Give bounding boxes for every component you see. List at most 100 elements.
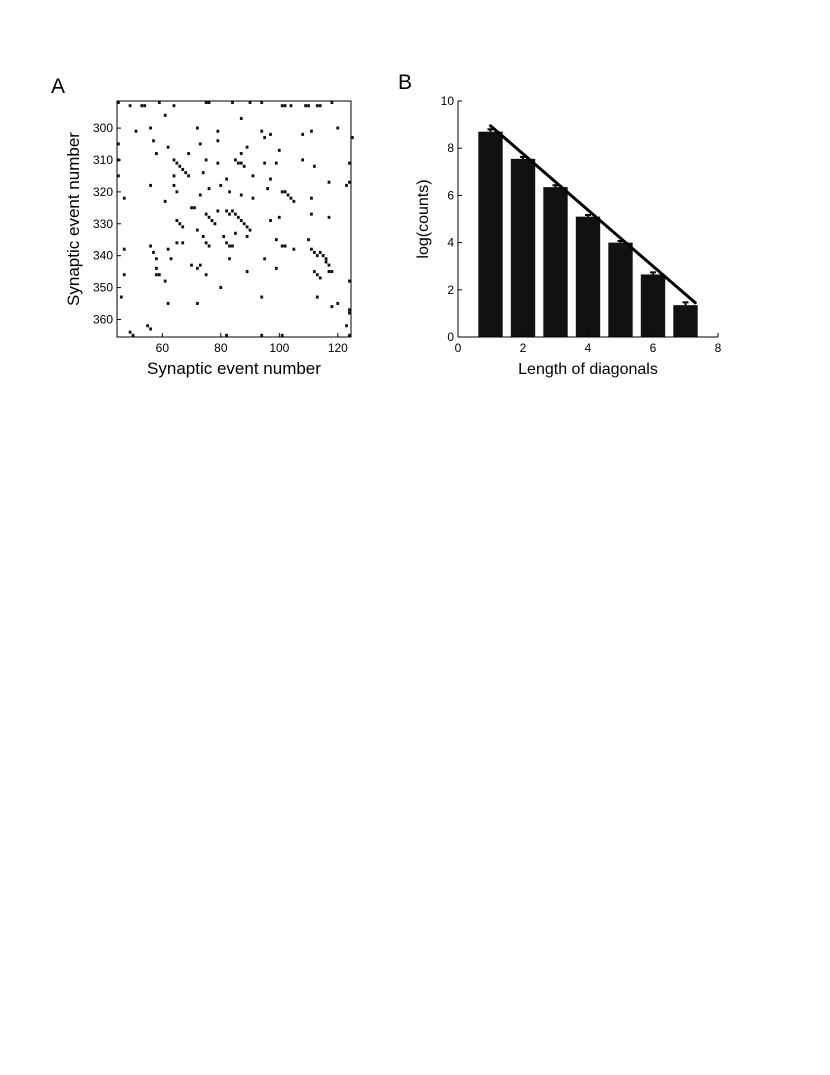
recurrence-point	[248, 228, 252, 232]
recurrence-point	[321, 254, 325, 258]
recurrence-point	[283, 190, 287, 194]
recurrence-point	[251, 174, 255, 178]
recurrence-point	[236, 215, 240, 219]
recurrence-point	[348, 180, 351, 184]
recurrence-point	[310, 129, 313, 133]
recurrence-point	[131, 333, 135, 337]
recurrence-point	[219, 183, 223, 187]
recurrence-point	[204, 158, 208, 162]
recurrence-point	[172, 174, 176, 178]
y-tick-label: 4	[447, 236, 454, 250]
recurrence-point	[228, 212, 231, 216]
recurrence-point	[245, 234, 249, 238]
y-tick-label: 340	[93, 249, 113, 263]
recurrence-plot: 60 80 100 120 300 310 320 330 340 350 360 Synapti…	[64, 100, 354, 378]
recurrence-point	[184, 171, 188, 175]
recurrence-point	[181, 167, 185, 171]
recurrence-point	[152, 250, 155, 254]
recurrence-plot-frame	[116, 100, 352, 338]
diagonal-length-bar-chart: 0 2 4 6 8 0 2 4 6 8 10 Length of diagonals log(co…	[415, 94, 722, 378]
recurrence-point	[312, 164, 316, 168]
recurrence-point	[187, 174, 190, 178]
recurrence-point	[315, 254, 319, 258]
recurrence-point	[307, 238, 310, 242]
recurrence-point	[222, 234, 226, 238]
recurrence-x-axis-label: Synaptic event number	[147, 359, 321, 378]
recurrence-point	[280, 190, 284, 194]
recurrence-point	[260, 129, 264, 133]
bar	[608, 242, 633, 337]
recurrence-point	[181, 225, 185, 229]
x-tick-label: 80	[214, 341, 228, 355]
recurrence-point	[216, 139, 220, 143]
recurrence-point	[204, 273, 208, 277]
x-tick-label: 0	[455, 341, 462, 355]
recurrence-point	[207, 187, 211, 191]
recurrence-point	[172, 158, 176, 162]
recurrence-point	[263, 257, 267, 261]
bar-chart-x-ticks: 0 2 4 6 8	[455, 333, 722, 355]
recurrence-point	[245, 225, 249, 229]
recurrence-point	[245, 145, 249, 149]
fit-line	[489, 124, 697, 305]
recurrence-point	[277, 215, 281, 219]
recurrence-point	[155, 273, 158, 277]
recurrence-point	[166, 301, 170, 305]
recurrence-point	[149, 126, 152, 130]
recurrence-point	[122, 247, 126, 251]
recurrence-point	[292, 199, 296, 203]
recurrence-point	[239, 161, 243, 165]
x-tick-label: 100	[269, 341, 289, 355]
recurrence-point	[198, 142, 202, 146]
recurrence-point	[195, 266, 199, 270]
recurrence-point	[193, 206, 196, 210]
recurrence-point	[175, 190, 179, 194]
recurrence-point	[175, 241, 179, 245]
y-tick-label: 350	[93, 281, 113, 295]
recurrence-point	[234, 212, 237, 216]
recurrence-point	[155, 266, 158, 270]
recurrence-point	[117, 101, 120, 105]
recurrence-point	[318, 276, 322, 280]
recurrence-point	[263, 161, 267, 165]
recurrence-point	[157, 273, 161, 277]
recurrence-point	[336, 126, 340, 130]
recurrence-point	[269, 177, 272, 181]
recurrence-point	[289, 104, 293, 108]
recurrence-point	[274, 238, 278, 242]
recurrence-point	[187, 152, 190, 156]
recurrence-point	[198, 263, 202, 267]
recurrence-point	[324, 260, 328, 264]
recurrence-point	[301, 158, 305, 162]
recurrence-point	[260, 295, 264, 299]
panel-b-letter: B	[398, 71, 412, 94]
recurrence-point	[155, 152, 158, 156]
recurrence-point	[195, 301, 199, 305]
recurrence-point	[315, 295, 319, 299]
recurrence-point	[318, 250, 322, 254]
recurrence-point	[269, 219, 272, 223]
y-tick-label: 310	[93, 153, 113, 167]
recurrence-point	[330, 270, 334, 274]
recurrence-point	[225, 241, 228, 245]
recurrence-point	[348, 333, 351, 337]
recurrence-point	[204, 101, 208, 105]
recurrence-point	[166, 247, 170, 251]
recurrence-point	[280, 333, 284, 337]
recurrence-point	[348, 308, 351, 312]
y-tick-label: 330	[93, 217, 113, 231]
recurrence-point	[231, 209, 234, 213]
recurrence-point	[181, 241, 185, 245]
recurrence-point	[345, 324, 348, 328]
x-tick-label: 4	[585, 341, 592, 355]
bar	[640, 274, 666, 337]
recurrence-point	[274, 266, 278, 270]
recurrence-point	[260, 333, 264, 337]
recurrence-point	[117, 174, 120, 178]
recurrence-point	[152, 139, 155, 143]
recurrence-point	[228, 244, 231, 248]
recurrence-point	[289, 196, 293, 200]
recurrence-point	[225, 209, 228, 213]
y-tick-label: 300	[93, 121, 113, 135]
